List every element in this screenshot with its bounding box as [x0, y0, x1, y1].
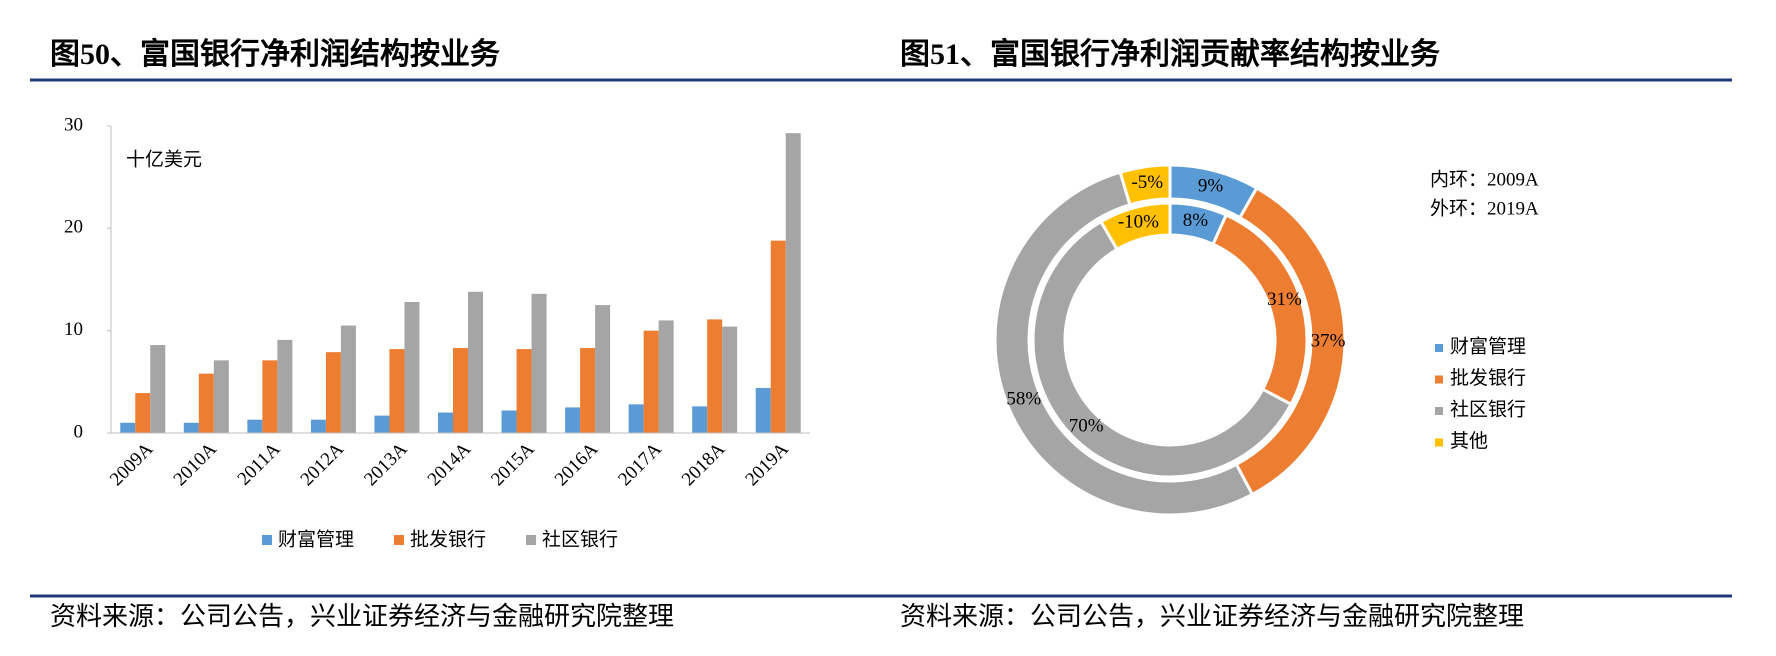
donut-slice — [993, 170, 1255, 517]
value-label: -10% — [1118, 212, 1159, 233]
bar — [628, 404, 644, 433]
legend-label: 批发银行 — [410, 528, 486, 550]
bar — [707, 319, 723, 433]
x-tick-label: 2013A — [360, 439, 412, 491]
legend-label: 社区银行 — [1450, 398, 1526, 420]
bar — [262, 360, 278, 433]
bar — [468, 291, 483, 433]
x-tick-label: 2018A — [678, 439, 730, 491]
x-tick-label: 2012A — [297, 439, 349, 491]
ring-label: 外环：2019A — [1430, 197, 1539, 219]
y-tick-label: 10 — [64, 319, 83, 340]
bar — [198, 373, 214, 433]
x-tick-label: 2014A — [424, 439, 476, 491]
bar — [247, 419, 263, 433]
x-tick-label: 2010A — [170, 439, 222, 491]
value-label: 8% — [1183, 210, 1209, 231]
legend-label: 批发银行 — [1450, 367, 1526, 389]
legend-label: 财富管理 — [278, 528, 354, 550]
value-label: 70% — [1069, 416, 1104, 437]
bar — [120, 422, 136, 433]
bar — [501, 410, 517, 433]
donut-slice — [1098, 201, 1172, 252]
legend-swatch — [1435, 438, 1443, 447]
chart-title: 图50、富国银行净利润结构按业务 — [50, 37, 500, 71]
x-tick-label: 2019A — [741, 439, 793, 491]
x-tick-label: 2016A — [551, 439, 603, 491]
y-tick-label: 30 — [64, 114, 83, 135]
bar — [135, 393, 151, 433]
donut-slice — [1118, 163, 1172, 207]
value-label: 58% — [1006, 388, 1041, 409]
bar — [374, 415, 390, 433]
chart-title: 图51、富国银行净利润贡献率结构按业务 — [900, 37, 1440, 71]
bar — [453, 348, 468, 433]
value-label: -5% — [1131, 172, 1163, 193]
legend-label: 财富管理 — [1450, 335, 1526, 357]
x-tick-label: 2009A — [106, 439, 158, 491]
value-label: 9% — [1198, 176, 1224, 197]
bar — [770, 240, 786, 433]
bar — [277, 339, 293, 433]
bar — [310, 419, 326, 433]
bar — [722, 326, 738, 433]
y-tick-label: 20 — [64, 217, 83, 238]
bar — [438, 412, 453, 433]
value-label: 37% — [1311, 331, 1346, 352]
bar — [692, 406, 708, 433]
bar — [785, 133, 801, 433]
legend-label: 社区银行 — [542, 528, 618, 550]
unit-label: 十亿美元 — [126, 148, 202, 170]
bar — [516, 349, 532, 433]
bar — [565, 407, 581, 433]
legend-swatch — [394, 535, 404, 545]
legend-swatch — [1435, 407, 1443, 415]
ring-label: 内环：2009A — [1430, 168, 1539, 190]
bar — [643, 330, 659, 433]
legend-swatch — [1435, 344, 1443, 352]
donut-slice — [1031, 219, 1294, 479]
legend-swatch — [1435, 375, 1443, 384]
bar — [389, 349, 405, 433]
bar — [183, 422, 199, 433]
bar — [755, 387, 771, 433]
y-tick-label: 0 — [74, 421, 84, 442]
bar — [325, 352, 341, 433]
legend-swatch — [526, 535, 536, 545]
source: 资料来源：公司公告，兴业证券经济与金融研究院整理 — [900, 602, 1524, 631]
value-label: 31% — [1267, 289, 1302, 310]
x-tick-label: 2015A — [487, 439, 539, 491]
legend-swatch — [262, 535, 272, 545]
x-tick-label: 2011A — [234, 439, 285, 490]
legend-label: 其他 — [1450, 430, 1488, 452]
source: 资料来源：公司公告，兴业证券经济与金融研究院整理 — [50, 602, 674, 631]
bar — [658, 320, 674, 433]
bar — [580, 348, 596, 433]
x-tick-label: 2017A — [614, 439, 666, 491]
bar — [595, 305, 611, 433]
bar — [404, 302, 420, 433]
bar — [531, 293, 547, 433]
bar — [150, 344, 166, 433]
bar — [340, 325, 356, 433]
bar — [213, 360, 229, 433]
